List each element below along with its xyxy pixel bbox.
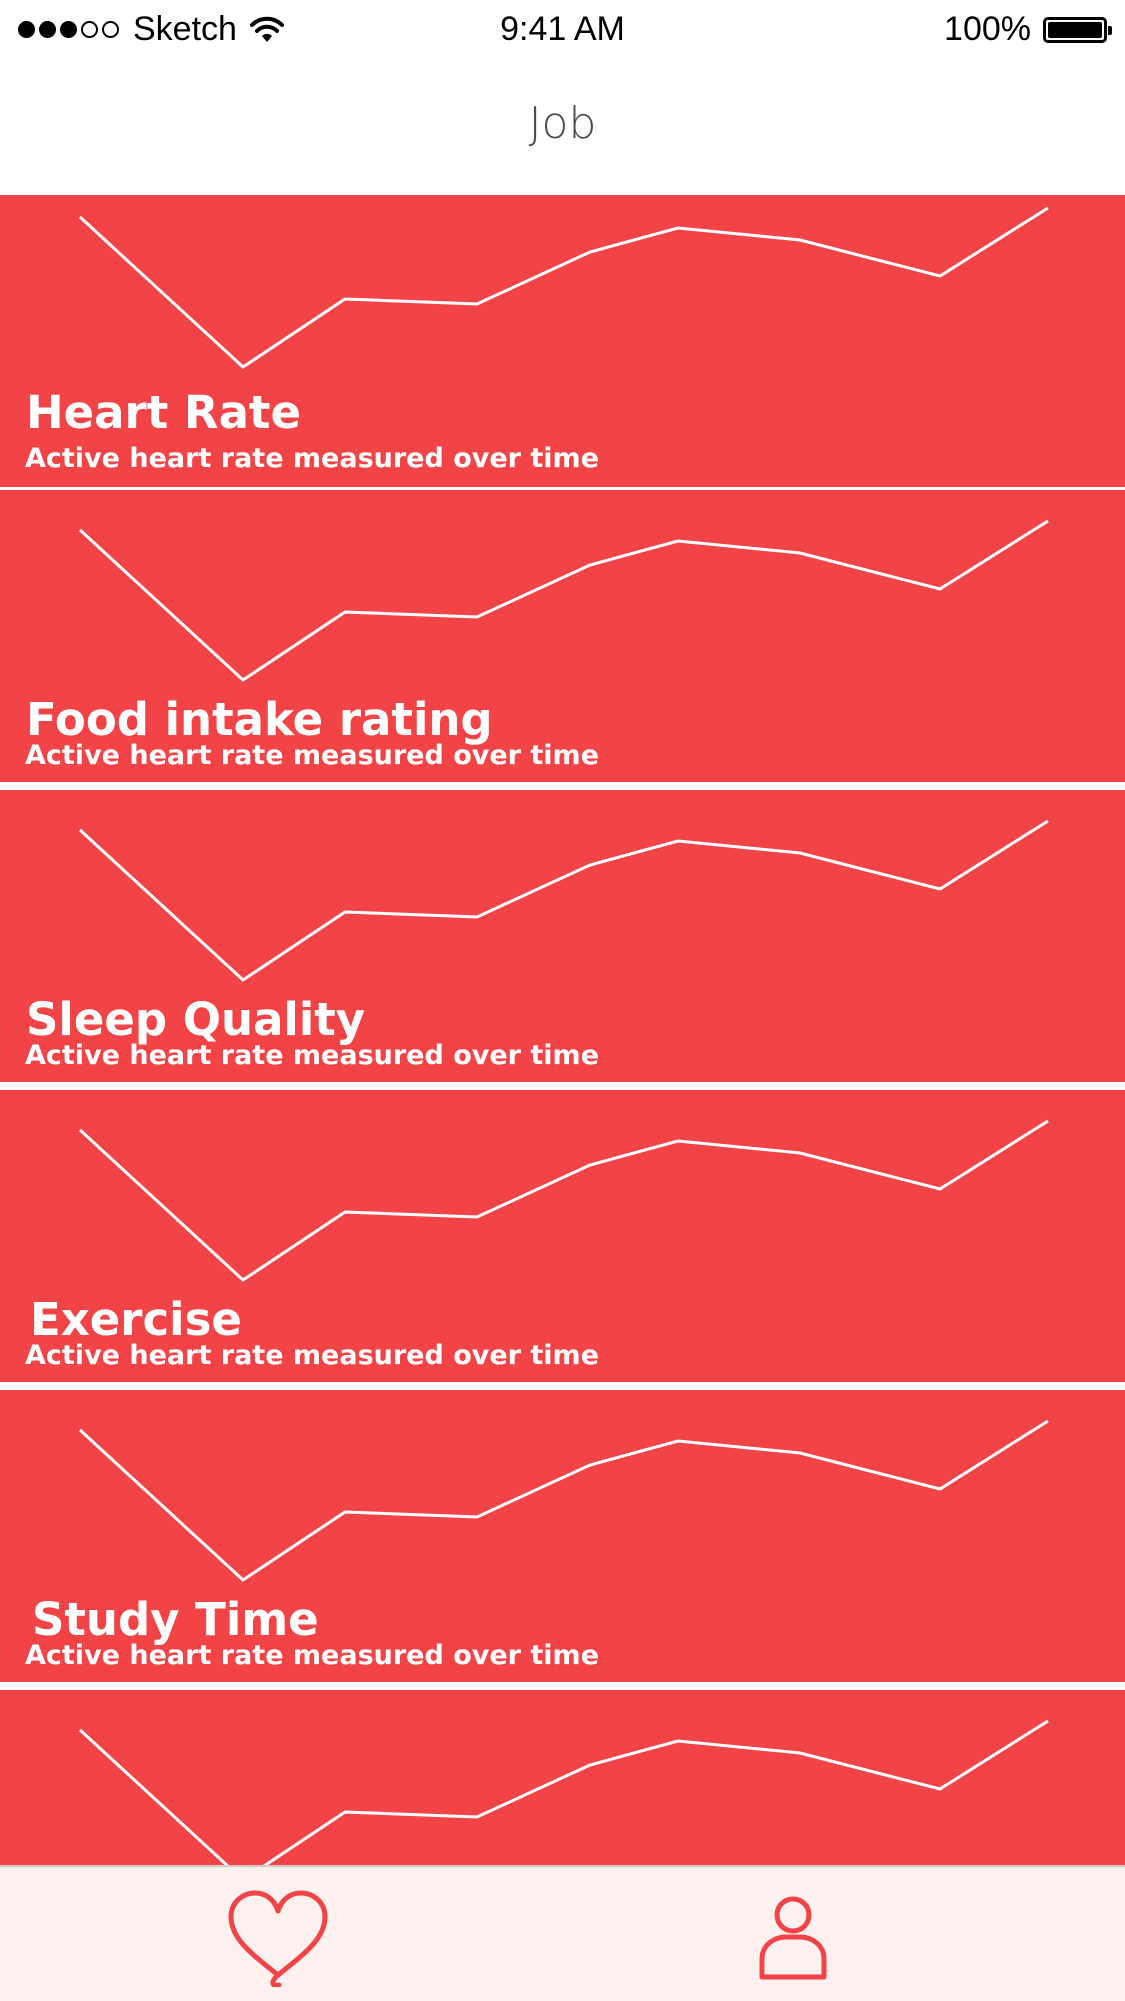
metric-card[interactable] (0, 1690, 1125, 1865)
trend-line (78, 1719, 1049, 1865)
card-subtitle: Active heart rate measured over time (25, 740, 600, 771)
card-title: Exercise (30, 1293, 242, 1346)
trend-line (78, 206, 1049, 369)
card-title: Study Time (32, 1593, 319, 1646)
metric-card-study-time[interactable]: Study Time Active heart rate measured ov… (0, 1390, 1125, 1685)
carrier-name: Sketch (133, 10, 237, 48)
navigation-bar: Job (0, 60, 1125, 195)
card-subtitle: Active heart rate measured over time (25, 1340, 600, 1371)
trend-line (78, 819, 1049, 982)
heart-icon (228, 1890, 328, 1987)
tab-bar (0, 1865, 1125, 2001)
trend-line (78, 1119, 1049, 1282)
trend-line-chart (78, 1119, 1049, 1282)
battery-icon (1043, 16, 1112, 43)
card-subtitle: Active heart rate measured over time (25, 1040, 600, 1071)
battery-percent: 100% (944, 10, 1031, 48)
trend-line-chart (78, 1719, 1049, 1865)
page-title: Job (528, 98, 597, 149)
card-title: Heart Rate (26, 386, 301, 439)
trend-line-chart (78, 206, 1049, 369)
card-subtitle: Active heart rate measured over time (25, 443, 600, 474)
status-bar: Sketch 9:41 AM 100% (0, 0, 1125, 60)
trend-line-chart (78, 519, 1049, 682)
status-time: 9:41 AM (500, 10, 625, 48)
tab-health[interactable] (218, 1887, 338, 1987)
tab-profile[interactable] (733, 1887, 853, 1987)
wifi-icon (249, 16, 284, 42)
metric-card-sleep-quality[interactable]: Sleep Quality Active heart rate measured… (0, 790, 1125, 1085)
status-left: Sketch (18, 10, 285, 49)
card-title: Food intake rating (26, 693, 493, 746)
card-title: Sleep Quality (26, 993, 366, 1046)
status-right: 100% (944, 10, 1112, 49)
trend-line-chart (78, 1419, 1049, 1582)
metrics-feed[interactable]: Heart Rate Active heart rate measured ov… (0, 195, 1125, 1865)
profile-icon (759, 1896, 827, 1980)
signal-strength-icon (18, 21, 123, 38)
metric-card-food-intake[interactable]: Food intake rating Active heart rate mea… (0, 490, 1125, 785)
trend-line (78, 519, 1049, 682)
trend-line-chart (78, 819, 1049, 982)
trend-line (78, 1419, 1049, 1582)
metric-card-heart-rate[interactable]: Heart Rate Active heart rate measured ov… (0, 195, 1125, 490)
card-subtitle: Active heart rate measured over time (25, 1640, 600, 1671)
metric-card-exercise[interactable]: Exercise Active heart rate measured over… (0, 1090, 1125, 1385)
